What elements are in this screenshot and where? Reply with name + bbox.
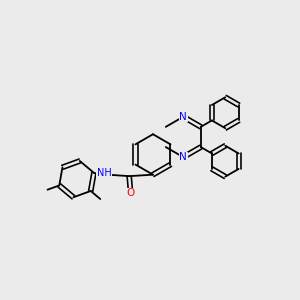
Text: N: N	[179, 112, 187, 122]
Text: O: O	[127, 188, 135, 198]
Text: N: N	[179, 152, 187, 162]
Text: NH: NH	[97, 168, 112, 178]
